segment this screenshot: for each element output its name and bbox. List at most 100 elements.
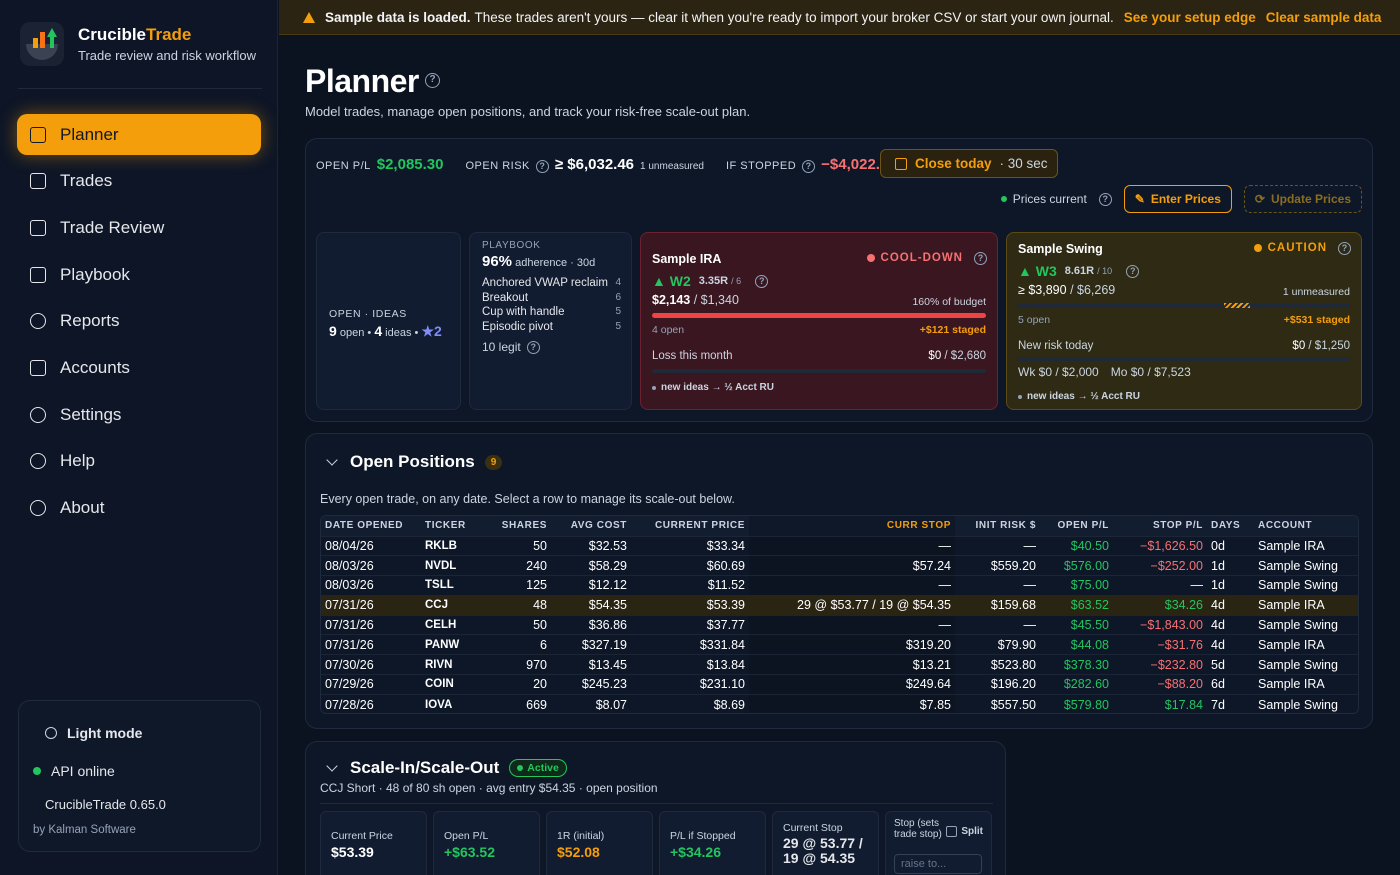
r-of: / 10 (1097, 266, 1113, 276)
card-label: 1R (initial) (557, 830, 605, 842)
open-text: open (339, 327, 365, 339)
refresh-icon: ⟳ (1254, 192, 1265, 206)
nav-item-help[interactable]: Help (17, 441, 261, 482)
table-cell: 07/31/26 (321, 634, 421, 655)
help-icon[interactable]: ? (1338, 242, 1351, 255)
list-item[interactable]: Episodic pivot 5 (482, 320, 621, 335)
nav-item-accounts[interactable]: Accounts (17, 347, 261, 388)
table-cell: $17.84 (1113, 693, 1207, 713)
table-row[interactable]: 07/28/26 IOVA 669 $8.07 $8.69 $7.85 $557.50 $57… (321, 693, 1358, 713)
table-cell: 07/31/26 (321, 614, 421, 635)
clear-sample-link[interactable]: Clear sample data (1265, 9, 1382, 25)
col-current-price[interactable]: CURRENT PRICE (631, 516, 749, 536)
table-cell: — (955, 614, 1040, 635)
table-cell: $13.45 (551, 654, 631, 675)
nav-item-settings[interactable]: Settings (17, 394, 261, 435)
col-init-risk[interactable]: INIT RISK $ (955, 516, 1040, 536)
help-icon[interactable]: ? (425, 73, 440, 88)
table-row[interactable]: 07/30/26 RIVN 970 $13.45 $13.84 $13.21 $523.80… (321, 654, 1358, 675)
open-ideas-card[interactable]: OPEN · IDEAS 9 open • 4 ideas • ★2 (316, 232, 461, 410)
clipboard-icon (30, 126, 46, 143)
scale-header[interactable]: Scale-In/Scale-Out Active (326, 758, 567, 778)
byline: by Kalman Software (33, 824, 136, 836)
nav-item-trades[interactable]: Trades (17, 161, 261, 202)
table-row[interactable]: 07/31/26 CCJ 48 $54.35 $53.39 29 @ $53.77 / 1… (321, 594, 1358, 616)
list-item[interactable]: Anchored VWAP reclaim 4 (482, 276, 621, 291)
brand[interactable]: CrucibleTrade Trade review and risk work… (20, 22, 256, 66)
open-count: 5 open (1018, 314, 1051, 326)
col-date[interactable]: DATE OPENED (321, 516, 421, 536)
table-cell: $40.50 (1040, 535, 1113, 556)
help-icon[interactable]: ? (755, 274, 769, 288)
help-icon[interactable]: ? (802, 160, 816, 173)
gear-icon (30, 406, 46, 423)
help-icon[interactable]: ? (1098, 192, 1112, 206)
status-dot-icon (33, 767, 41, 775)
nav-item-about[interactable]: About (17, 488, 261, 529)
table-cell: COIN (421, 674, 481, 695)
table-row[interactable]: 08/03/26 NVDL 240 $58.29 $60.69 $57.24 $559.20… (321, 555, 1358, 576)
table-cell: −$1,626.50 (1113, 535, 1207, 556)
ideas-text: ideas (385, 327, 412, 339)
nav-item-trade-review[interactable]: Trade Review (17, 207, 261, 248)
enter-prices-button[interactable]: ✎ Enter Prices (1123, 185, 1232, 213)
table-cell: $44.08 (1040, 634, 1113, 655)
one-r-card: 1R (initial) $52.08 (546, 811, 653, 875)
col-open-pl[interactable]: OPEN P/L (1040, 516, 1113, 536)
nav-item-reports[interactable]: Reports (17, 301, 261, 342)
table-row[interactable]: 07/31/26 CELH 50 $36.86 $37.77— — $45.50 −$1,84… (321, 614, 1358, 635)
col-shares[interactable]: SHARES (481, 516, 551, 536)
table-cell: 07/28/26 (321, 693, 421, 713)
help-icon[interactable]: ? (535, 160, 549, 173)
note-text: new ideas → ½ Acct RU (661, 382, 774, 393)
open-positions-header[interactable]: Open Positions 9 (326, 452, 503, 472)
table-row[interactable]: 08/03/26 TSLL 125 $12.12 $11.52— — $75.00—1d Sa… (321, 575, 1358, 596)
table-row[interactable]: 07/31/26 PANW 6 $327.19 $331.84 $319.20 $79.90… (321, 634, 1358, 655)
table-cell: $60.69 (631, 555, 749, 576)
col-days[interactable]: DAYS (1207, 516, 1254, 536)
light-mode-toggle[interactable]: Light mode (45, 725, 142, 741)
col-stop-pl[interactable]: STOP P/L (1113, 516, 1207, 536)
list-item[interactable]: Cup with handle 5 (482, 305, 621, 320)
table-cell: 07/31/26 (321, 594, 421, 616)
list-item[interactable]: Breakout 6 (482, 291, 621, 306)
active-badge: Active (509, 759, 567, 777)
info-icon (30, 500, 46, 516)
setup-count: 6 (615, 291, 621, 303)
account-card-ira[interactable]: Sample IRA COOL-DOWN ? ▲ W2 3.35R / 6? $2… (640, 232, 998, 410)
help-icon[interactable]: ? (974, 252, 987, 265)
setup-edge-link[interactable]: See your setup edge (1123, 9, 1256, 25)
nav-label: Reports (60, 311, 120, 331)
week-row: ▲ W3 8.61R / 10? (1018, 263, 1140, 279)
col-curr-stop[interactable]: CURR STOP (749, 516, 955, 536)
playbook-card[interactable]: PLAYBOOK 96% adherence · 30d Anchored VW… (469, 232, 632, 410)
col-avg-cost[interactable]: AVG COST (551, 516, 631, 536)
note: new ideas → ½ Acct RU (652, 382, 774, 393)
table-row[interactable]: 07/29/26 COIN 20 $245.23 $231.10 $249.64 $196.… (321, 674, 1358, 695)
table-cell: $32.53 (551, 535, 631, 556)
card-value: +$34.26 (670, 844, 721, 860)
help-icon[interactable]: ? (1126, 264, 1140, 278)
col-ticker[interactable]: TICKER (421, 516, 481, 536)
raise-stop-input[interactable]: raise to... (894, 854, 982, 874)
divider (320, 803, 993, 804)
nav-item-planner[interactable]: Planner (17, 114, 261, 155)
table-cell: Sample IRA (1254, 535, 1358, 556)
account-card-swing[interactable]: Sample Swing CAUTION ? ▲ W3 8.61R / 10? ≥… (1006, 232, 1362, 410)
help-icon[interactable]: ? (526, 340, 540, 354)
col-account[interactable]: ACCOUNT (1254, 516, 1358, 536)
risk-used-value: $2,143 (652, 293, 691, 307)
table-cell: 7d (1207, 693, 1254, 713)
split-checkbox[interactable]: Split (946, 826, 983, 837)
api-label: API online (51, 763, 115, 779)
table-cell: $523.80 (955, 654, 1040, 675)
badge-text: Active (527, 762, 559, 774)
nav-item-playbook[interactable]: Playbook (17, 254, 261, 295)
new-risk-row: New risk today $0 / $1,250 (1018, 340, 1350, 352)
update-prices-button[interactable]: ⟳ Update Prices (1243, 185, 1362, 213)
table-cell: 20 (481, 674, 551, 695)
table-cell: — (749, 535, 955, 556)
table-row[interactable]: 08/04/26 RKLB 50 $32.53 $33.34— — $40.50 −$1,62… (321, 535, 1358, 556)
chart-bars-icon (30, 173, 46, 190)
close-today-button[interactable]: Close today · 30 sec (880, 149, 1058, 178)
